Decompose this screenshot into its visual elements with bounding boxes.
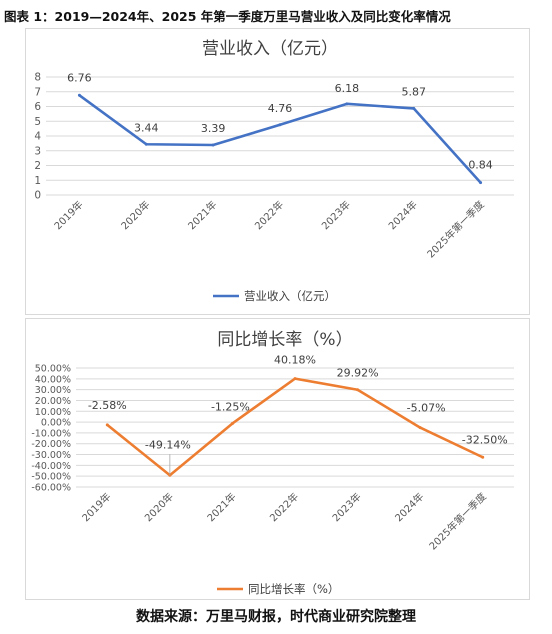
y-tick-label: 4 — [34, 131, 41, 143]
data-point — [356, 388, 360, 392]
x-tick-label: 2019年 — [79, 490, 113, 524]
legend-label: 营业收入（亿元） — [244, 289, 336, 303]
x-tick-label: 2024年 — [386, 198, 420, 232]
data-point — [418, 426, 422, 430]
data-label: -1.25% — [211, 400, 250, 413]
x-tick-label: 2023年 — [329, 490, 363, 524]
data-point — [105, 423, 109, 427]
y-tick-label: -40.00% — [31, 461, 71, 472]
data-point — [211, 143, 215, 147]
y-tick-label: 6 — [34, 101, 41, 113]
data-point — [345, 102, 349, 106]
x-tick-label: 2022年 — [252, 198, 286, 232]
y-tick-label: -50.00% — [31, 472, 71, 483]
x-tick-label: 2022年 — [267, 490, 301, 524]
series-line — [106, 377, 484, 477]
data-point — [293, 377, 297, 381]
data-point — [278, 123, 282, 127]
data-label: -5.07% — [407, 402, 446, 415]
y-tick-label: 8 — [34, 72, 41, 84]
x-tick-label: 2023年 — [319, 198, 353, 232]
growth-chart: 同比增长率（%） -60.00%-50.00%-40.00%-30.00%-20.… — [31, 330, 514, 596]
y-tick-label: 50.00% — [35, 364, 71, 375]
data-label: 6.76 — [67, 71, 92, 84]
data-label: -32.50% — [462, 433, 508, 446]
y-tick-label: 2 — [34, 160, 41, 172]
data-label: 0.84 — [468, 159, 493, 172]
revenue-chart: 营业收入（亿元） 0 1 2 3 4 5 6 7 8 2019年 2020年 2021年 2022年 202… — [34, 39, 514, 303]
y-tick-label: 3 — [34, 145, 41, 157]
y-tick-label: -10.00% — [31, 428, 71, 439]
data-label: 5.87 — [401, 85, 426, 98]
y-tick-label: 20.00% — [35, 396, 71, 407]
data-point — [77, 93, 81, 97]
data-label: 3.39 — [201, 122, 226, 135]
y-tick-label: 0 — [34, 190, 41, 202]
y-tick-label: 7 — [34, 86, 41, 98]
data-point — [230, 421, 234, 425]
x-tick-label: 2019年 — [51, 198, 85, 232]
y-tick-label: 30.00% — [35, 385, 71, 396]
x-tick-label: 2024年 — [392, 490, 426, 524]
data-label: 3.44 — [134, 121, 159, 134]
growth-chart-panel: 同比增长率（%） -60.00% -50.00% -40.00% -30.00% -20.… — [25, 318, 530, 600]
y-tick-label: 1 — [34, 175, 41, 187]
data-label: 4.76 — [268, 102, 293, 115]
chart-title: 营业收入（亿元） — [202, 39, 338, 59]
x-tick-label: 2020年 — [118, 198, 152, 232]
chart-title: 同比增长率（%） — [217, 330, 352, 350]
x-tick-label: 2021年 — [204, 490, 238, 524]
data-point — [144, 142, 148, 146]
y-tick-label: 10.00% — [35, 407, 71, 418]
data-label: -49.14% — [145, 438, 191, 451]
data-label: 29.92% — [337, 367, 379, 380]
revenue-chart-panel: 营业收入（亿元） 0 1 2 3 4 5 6 7 8 2019年 2020年 2021年 2022年 202… — [25, 28, 530, 315]
y-tick-label: -30.00% — [31, 450, 71, 461]
data-point — [481, 455, 485, 459]
y-tick-label: 0.00% — [41, 418, 71, 429]
data-label: 6.18 — [335, 82, 360, 95]
figure-title: 图表 1：2019—2024年、2025 年第一季度万里马营业收入及同比变化率情… — [4, 9, 451, 24]
y-tick-label: -60.00% — [31, 483, 71, 494]
data-label: 40.18% — [274, 354, 316, 367]
x-tick-label: 2021年 — [185, 198, 219, 232]
data-source: 数据来源：万里马财报，时代商业研究院整理 — [136, 609, 416, 625]
legend-label: 同比增长率（%） — [248, 582, 339, 596]
data-point — [479, 181, 483, 185]
x-tick-label: 2020年 — [142, 490, 176, 524]
data-label: -2.58% — [88, 399, 127, 412]
x-tick-label: 2025年第一季度 — [426, 490, 489, 553]
data-point — [168, 473, 172, 477]
y-tick-label: 5 — [34, 116, 41, 128]
y-tick-label: -20.00% — [31, 439, 71, 450]
data-point — [412, 106, 416, 110]
x-tick-label: 2025年第一季度 — [424, 198, 487, 261]
y-tick-label: 40.00% — [35, 374, 71, 385]
